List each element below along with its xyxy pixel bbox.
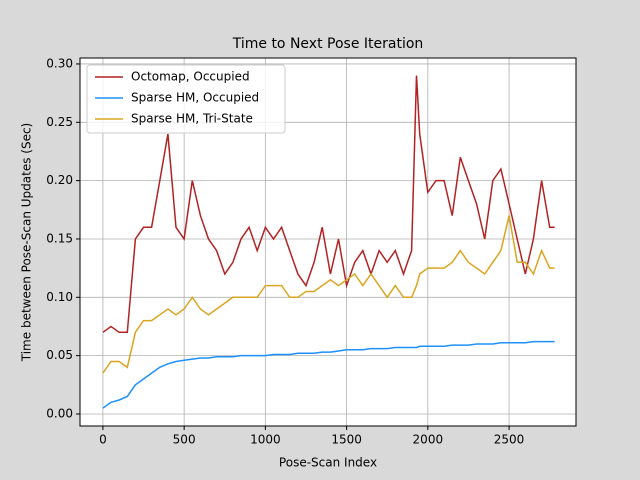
x-tick-label: 2500 (494, 433, 525, 447)
x-tick-label: 1000 (250, 433, 281, 447)
legend-label: Sparse HM, Tri-State (131, 112, 253, 126)
legend-label: Octomap, Occupied (131, 70, 250, 84)
axes-frame (79, 57, 577, 427)
y-tick-label: 0.10 (46, 290, 73, 304)
plot (102, 75, 555, 409)
series-line (102, 215, 555, 374)
grid (80, 58, 576, 426)
y-tick-label: 0.30 (46, 56, 73, 70)
y-tick-label: 0.20 (46, 173, 73, 187)
series-line (102, 75, 555, 334)
y-tick-label: 0.05 (46, 348, 73, 362)
y-tick-label: 0.25 (46, 115, 73, 129)
legend: Octomap, Occupied Sparse HM, Occupied Spar… (86, 64, 286, 134)
x-tick-label: 1500 (331, 433, 362, 447)
y-tick-label: 0.00 (46, 406, 73, 420)
x-axis-label: Pose-Scan Index (279, 456, 377, 470)
legend-box (86, 64, 286, 134)
chart-title: Time to Next Pose Iteration (232, 36, 424, 52)
y-tick-label: 0.15 (46, 231, 73, 245)
series-line (102, 340, 555, 409)
legend-label: Sparse HM, Occupied (131, 91, 259, 105)
x-tick-label: 0 (99, 433, 107, 447)
x-tick-label: 2000 (413, 433, 444, 447)
x-tick-label: 500 (173, 433, 196, 447)
y-axis-label: Time between Pose-Scan Updates (Sec) (20, 123, 34, 362)
ticks: 0 500 1000 1500 2000 2500 0.00 0.05 0.10 0.15 0.20… (46, 56, 524, 446)
